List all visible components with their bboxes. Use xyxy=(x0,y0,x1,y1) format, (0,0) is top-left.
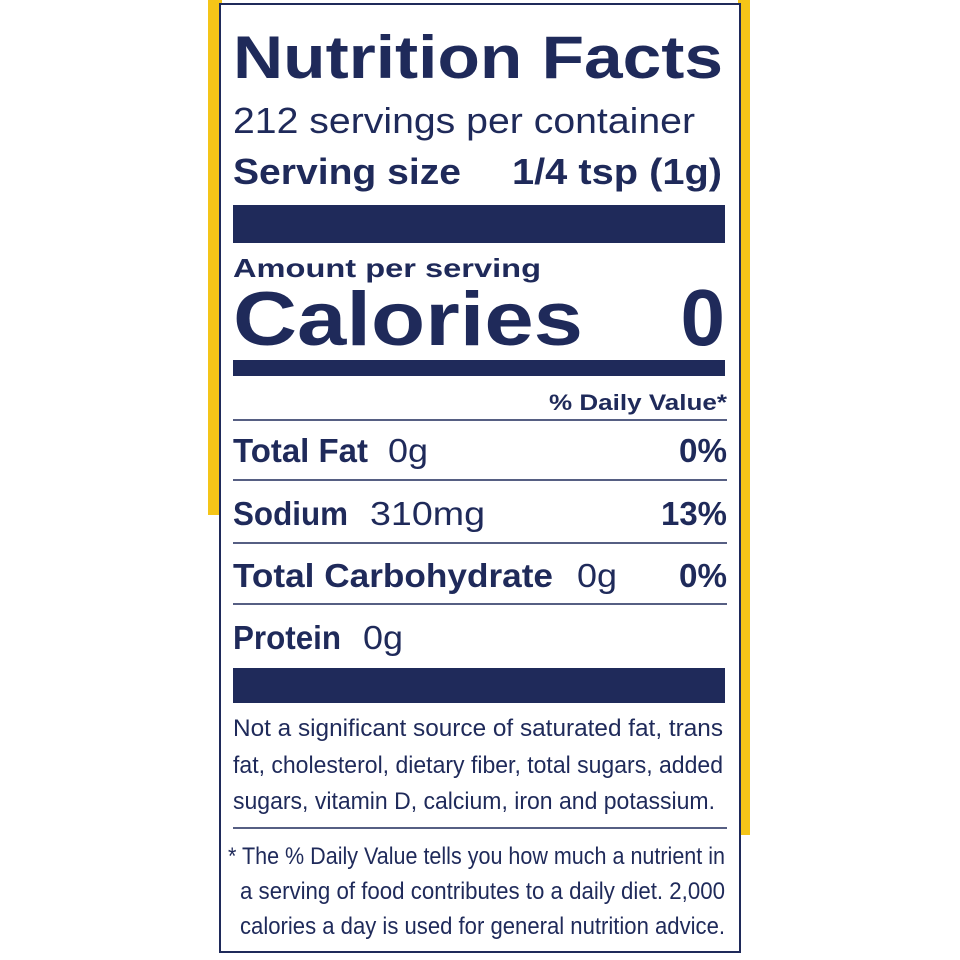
nutrient-amount: 0g xyxy=(577,557,617,594)
nutrient-name: Total Fat xyxy=(233,432,368,469)
nutrient-dv: 13% xyxy=(661,495,727,532)
nutrient-dv: 0% xyxy=(679,432,727,469)
title: Nutrition Facts xyxy=(233,24,723,91)
nutrient-name: Protein xyxy=(233,619,341,656)
footnote-line: calories a day is used for general nutri… xyxy=(240,913,725,940)
dv-header: % Daily Value* xyxy=(549,390,728,415)
serving-size-value: 1/4 tsp (1g) xyxy=(512,151,722,192)
nutrient-amount: 0g xyxy=(363,619,403,656)
medium-rule xyxy=(233,360,725,376)
amount-per-serving: Amount per serving xyxy=(233,253,541,283)
nutrient-amount: 0g xyxy=(388,432,428,469)
thick-rule xyxy=(233,668,725,703)
servings: 212 servings per container xyxy=(233,100,695,141)
nutrient-amount: 310mg xyxy=(370,495,485,532)
nutrient-dv: 0% xyxy=(679,557,727,594)
footnote-line: a serving of food contributes to a daily… xyxy=(240,878,725,905)
yellow-edge xyxy=(208,0,222,515)
serving-size-label: Serving size xyxy=(233,151,461,192)
note-line: Not a significant source of saturated fa… xyxy=(233,715,723,742)
footnote-line: * The % Daily Value tells you how much a… xyxy=(228,843,725,870)
calories-label: Calories xyxy=(233,277,583,362)
nutrient-name: Sodium xyxy=(233,495,348,532)
nutrient-name: Total Carbohydrate xyxy=(233,557,553,594)
thick-rule xyxy=(233,205,725,243)
note-line: fat, cholesterol, dietary fiber, total s… xyxy=(233,752,723,779)
label-border xyxy=(219,3,741,953)
calories-value: 0 xyxy=(681,273,726,362)
note-line: sugars, vitamin D, calcium, iron and pot… xyxy=(233,788,715,815)
